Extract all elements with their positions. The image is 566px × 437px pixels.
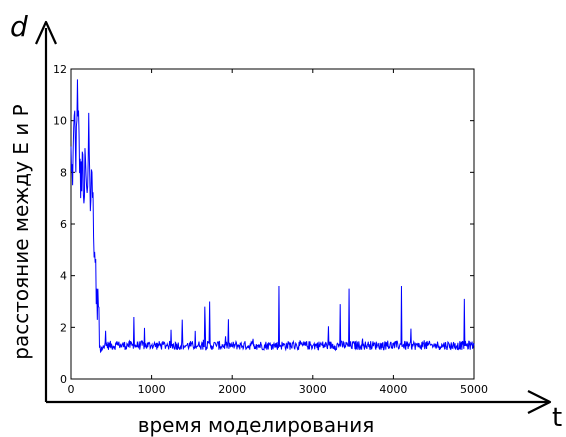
- x-axis-title: время моделирования: [138, 413, 375, 437]
- y-tick-label: 12: [53, 63, 67, 76]
- y-tick-label: 10: [53, 115, 67, 128]
- y-tick-label: 2: [60, 321, 67, 334]
- plot-frame: [70, 68, 475, 380]
- y-axis-title: расстояние между E и P: [9, 104, 33, 359]
- x-axis-symbol: t: [552, 403, 562, 433]
- plot-area: [70, 79, 475, 354]
- x-tick-label: 3000: [299, 383, 327, 396]
- y-tick-label: 0: [60, 373, 67, 386]
- x-tick-label: 1000: [138, 383, 166, 396]
- axis-ticks: 0 1000 2000 3000 4000 5000 0 2 4 6 8 10 12: [53, 63, 488, 396]
- y-tick-label: 4: [60, 270, 67, 283]
- x-tick-label: 4000: [379, 383, 407, 396]
- x-tick-label: 0: [68, 383, 75, 396]
- x-tick-label: 5000: [460, 383, 488, 396]
- outer-axes: [34, 20, 552, 414]
- series-line: [70, 79, 475, 354]
- y-axis-symbol: d: [10, 10, 28, 43]
- y-tick-label: 8: [60, 166, 67, 179]
- x-tick-label: 2000: [218, 383, 246, 396]
- y-tick-label: 6: [60, 218, 67, 231]
